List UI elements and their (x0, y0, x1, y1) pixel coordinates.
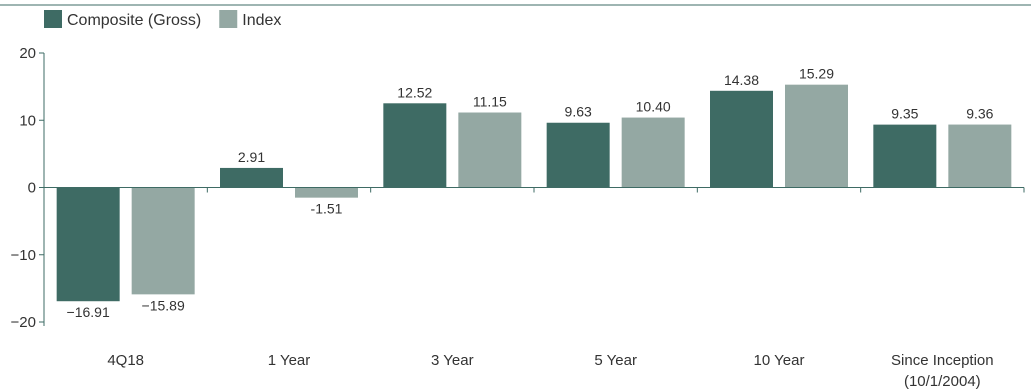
value-label: 9.63 (565, 104, 592, 120)
category-label: 3 Year (431, 352, 474, 369)
value-label: 11.15 (473, 94, 507, 110)
bar-composite (220, 167, 283, 188)
bar-composite (383, 103, 447, 188)
bars: −16.91 −15.89 2.91 -1.51 12.52 11.15 9.63 10.40… (56, 66, 1012, 320)
category-label: 10 Year (754, 352, 805, 369)
value-label: 10.40 (636, 99, 671, 115)
legend: Composite (Gross) Index (44, 10, 281, 29)
value-label: 14.38 (724, 72, 759, 88)
value-label: −15.89 (142, 297, 185, 313)
bar-composite (873, 124, 937, 188)
bar-index (131, 187, 195, 295)
x-axis: 4Q18 1 Year 3 Year 5 Year 10 Year Since Incep… (44, 187, 1025, 390)
bar-index (785, 84, 848, 188)
category-label: 1 Year (268, 352, 311, 369)
category-label: 5 Year (594, 352, 637, 369)
value-label: 2.91 (238, 149, 265, 165)
value-label: -1.51 (311, 201, 343, 217)
bar-composite (710, 90, 773, 188)
bar-composite (56, 187, 120, 302)
category-label: 4Q18 (107, 352, 144, 369)
bar-index (458, 112, 522, 188)
category-label: Since Inception (10/1/2004) (891, 352, 994, 390)
y-tick-label: 10 (19, 112, 36, 129)
bar-index (948, 124, 1012, 188)
value-label: 15.29 (799, 66, 834, 82)
y-tick-label: −10 (11, 247, 36, 264)
bar-composite (546, 122, 610, 188)
legend-label-0: Composite (Gross) (67, 12, 201, 29)
y-tick-label: −20 (11, 314, 36, 331)
y-axis: 20 10 0 −10 −20 (11, 45, 45, 331)
y-tick-label: 20 (19, 45, 36, 62)
legend-swatch-0 (44, 10, 62, 28)
value-label: −16.91 (67, 304, 110, 320)
legend-label-1: Index (242, 12, 281, 29)
y-tick-label: 0 (28, 180, 36, 197)
legend-swatch-1 (219, 10, 238, 28)
value-label: 9.35 (891, 106, 918, 122)
value-label: 12.52 (397, 84, 432, 100)
bar-index (295, 187, 358, 198)
value-label: 9.36 (966, 106, 993, 122)
bar-index (621, 117, 685, 188)
